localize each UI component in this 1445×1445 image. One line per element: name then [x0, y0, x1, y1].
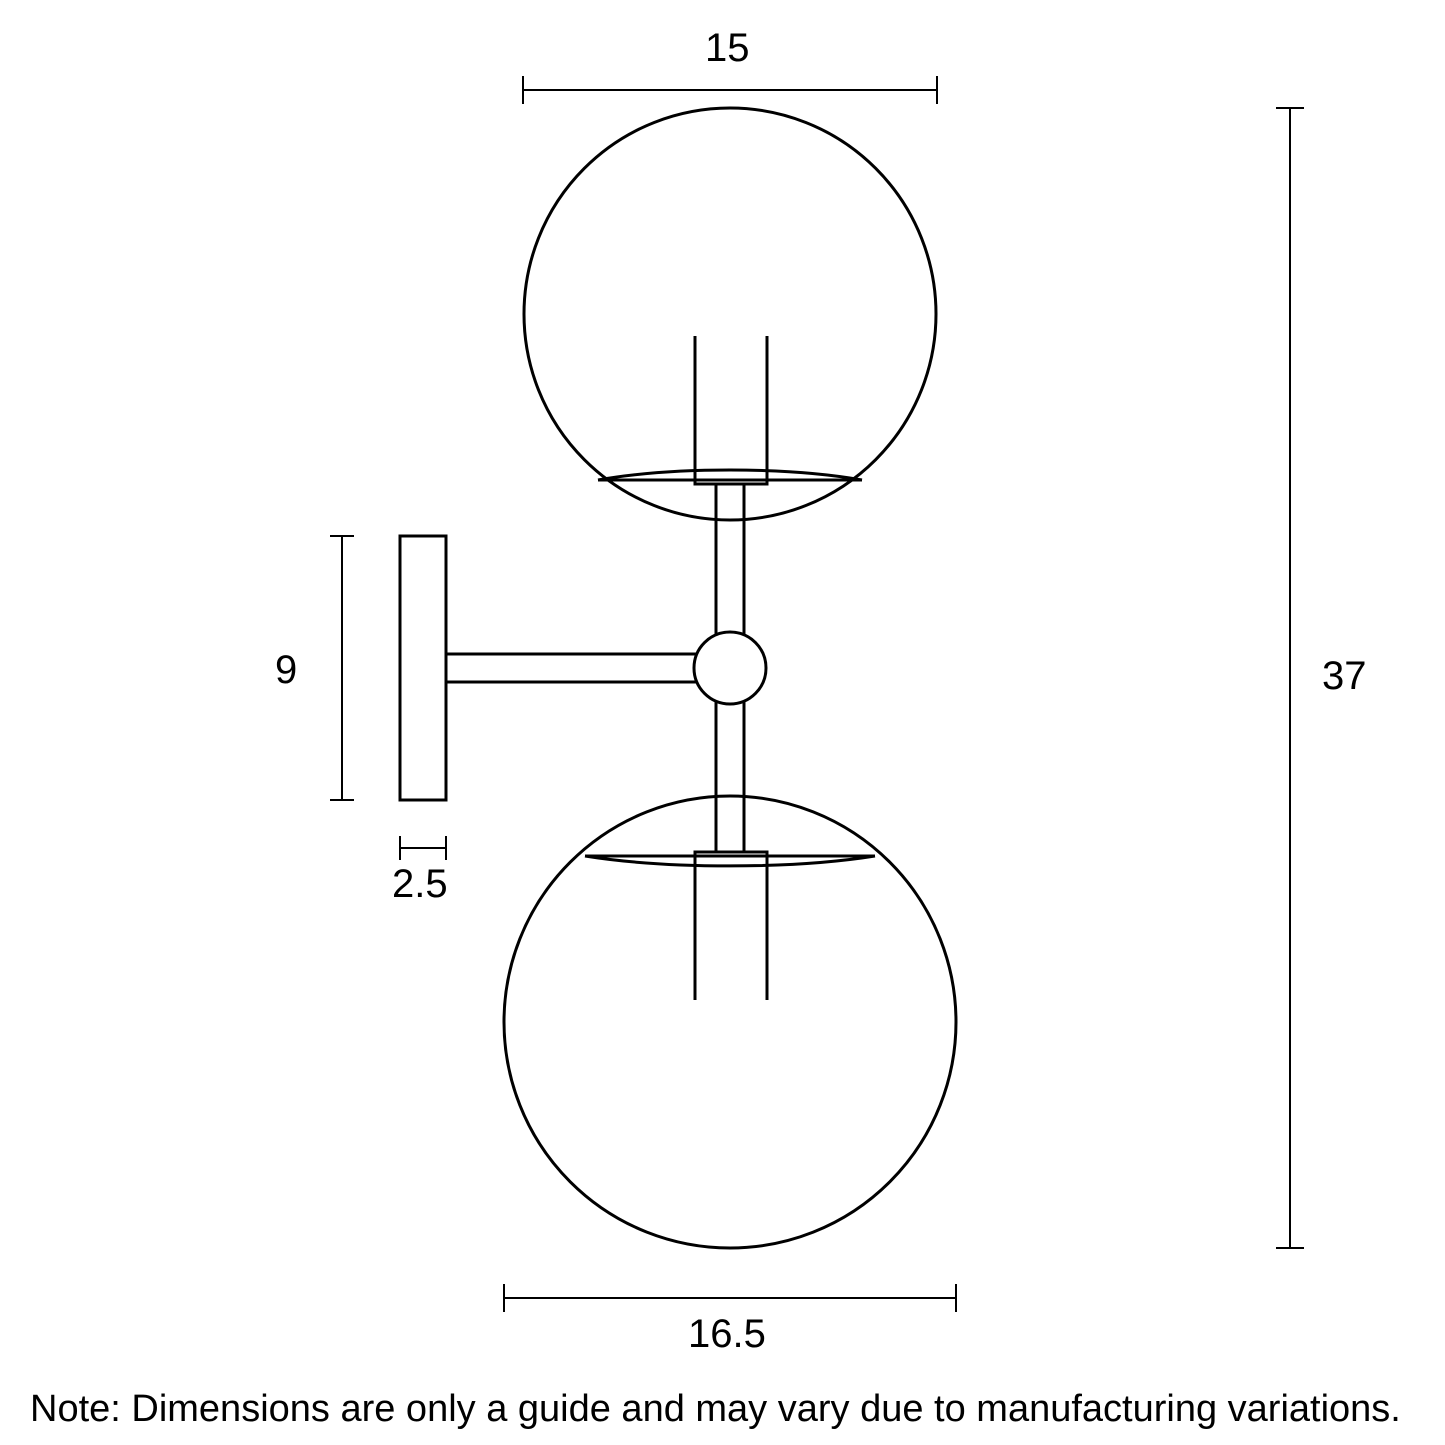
dim-label-plate-h: 9	[275, 648, 297, 693]
note-text: Note: Dimensions are only a guide and ma…	[30, 1388, 1401, 1431]
dim-label-top: 15	[705, 26, 750, 71]
dim-label-plate-w: 2.5	[392, 862, 448, 907]
top-socket	[695, 336, 767, 484]
technical-drawing-svg	[0, 0, 1445, 1445]
diagram-container: 15 37 16.5 9 2.5 Note: Dimensions are on…	[0, 0, 1445, 1445]
top-globe	[524, 108, 936, 520]
dim-label-right: 37	[1322, 654, 1367, 699]
dim-label-bottom: 16.5	[688, 1312, 766, 1357]
bottom-globe	[504, 796, 956, 1248]
wall-plate	[400, 536, 446, 800]
bottom-socket	[695, 852, 767, 1000]
center-ball	[694, 632, 766, 704]
